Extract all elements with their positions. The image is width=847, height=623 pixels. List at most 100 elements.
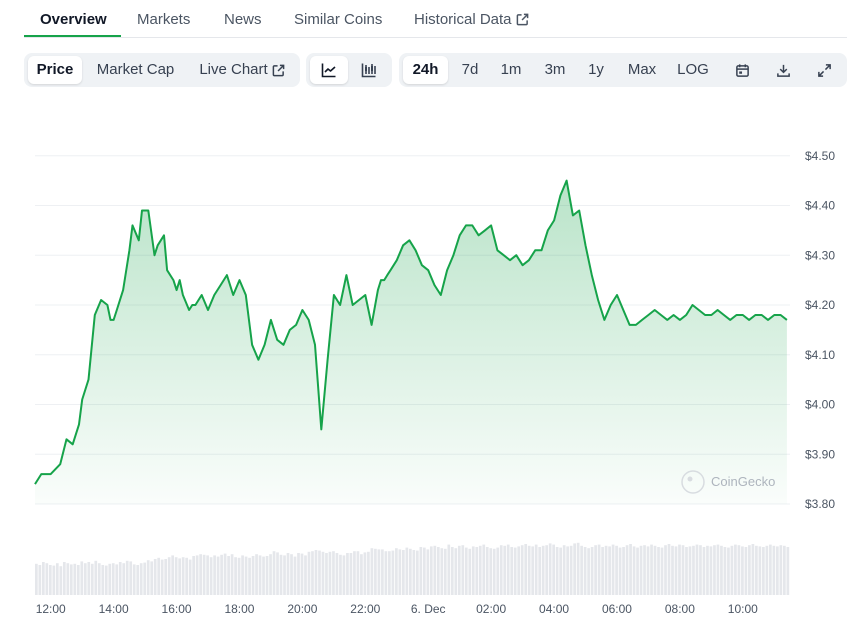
volume-bar — [241, 555, 244, 595]
volume-bar — [674, 546, 678, 595]
volume-bar — [723, 547, 727, 595]
live-chart-button[interactable]: Live Chart — [190, 56, 294, 84]
volume-bar — [87, 562, 91, 595]
volume-bar — [153, 559, 157, 595]
volume-bar — [349, 553, 353, 595]
range-max-button[interactable]: Max — [627, 61, 657, 78]
volume-bar — [377, 549, 381, 595]
volume-bar — [115, 564, 119, 595]
volume-bar — [384, 551, 388, 595]
volume-bar — [720, 545, 723, 595]
volume-bar — [506, 544, 510, 595]
tab-historical-data[interactable]: Historical Data — [414, 11, 529, 28]
volume-bar — [548, 543, 552, 595]
tab-news[interactable]: News — [224, 11, 262, 28]
volume-bar — [111, 563, 115, 595]
volume-bar — [181, 557, 185, 595]
metric-toggle-group: Price Market Cap Live Chart — [24, 53, 300, 87]
volume-bar — [234, 557, 237, 595]
volume-bar — [248, 557, 251, 595]
volume-bar — [374, 548, 377, 595]
volume-bar — [409, 548, 412, 595]
range-1y-button[interactable]: 1y — [588, 61, 604, 78]
volume-bar — [297, 553, 300, 595]
volume-bar — [346, 553, 349, 595]
volume-bar — [353, 551, 356, 595]
volume-bar — [185, 557, 188, 595]
volume-bar — [136, 565, 140, 595]
volume-bar — [667, 544, 671, 595]
x-tick-label: 20:00 — [287, 602, 317, 616]
volume-bar — [615, 545, 618, 595]
volume-bar — [772, 545, 776, 595]
volume-bar — [762, 547, 765, 595]
volume-bar — [769, 544, 772, 595]
market-cap-button[interactable]: Market Cap — [96, 61, 175, 78]
volume-bar — [62, 562, 66, 595]
volume-bar — [367, 551, 370, 595]
volume-bars — [35, 542, 790, 595]
volume-bar — [328, 551, 332, 595]
range-24h-button[interactable]: 24h — [403, 56, 448, 84]
volume-bar — [202, 554, 206, 595]
tab-divider — [24, 37, 847, 38]
volume-bar — [150, 561, 154, 595]
volume-bar — [167, 557, 171, 595]
volume-bar — [671, 545, 674, 595]
volume-bar — [443, 548, 447, 595]
volume-bar — [157, 557, 161, 595]
log-scale-button[interactable]: LOG — [677, 61, 709, 78]
tab-markets[interactable]: Markets — [137, 11, 191, 28]
volume-bar — [59, 566, 63, 595]
volume-bar — [52, 565, 56, 595]
line-chart-button[interactable] — [310, 56, 348, 84]
volume-bar — [35, 563, 38, 595]
volume-bar — [685, 547, 688, 595]
candlestick-chart-button[interactable] — [350, 56, 388, 84]
volume-bar — [597, 544, 601, 595]
range-1m-button[interactable]: 1m — [500, 61, 522, 78]
volume-bar — [706, 545, 709, 595]
volume-bar — [122, 563, 126, 595]
volume-bar — [415, 550, 419, 595]
volume-bar — [276, 552, 279, 595]
candlestick-chart-icon — [361, 63, 376, 78]
volume-bar — [230, 554, 234, 595]
fullscreen-button[interactable] — [807, 56, 841, 84]
volume-bar — [650, 544, 653, 595]
volume-bar — [639, 545, 643, 595]
volume-bar — [758, 546, 762, 595]
calendar-button[interactable] — [725, 56, 759, 84]
volume-bar — [699, 545, 702, 595]
volume-bar — [776, 546, 779, 595]
volume-bar — [587, 548, 590, 595]
tab-overview[interactable]: Overview — [40, 11, 107, 28]
range-3m-button[interactable]: 3m — [544, 61, 566, 78]
volume-bar — [629, 544, 632, 595]
volume-bar — [143, 562, 147, 595]
coingecko-logo-icon — [681, 470, 705, 494]
volume-bar — [118, 562, 122, 595]
volume-bar — [255, 554, 258, 595]
range-7d-button[interactable]: 7d — [461, 61, 479, 78]
download-button[interactable] — [766, 56, 800, 84]
x-tick-label: 22:00 — [350, 602, 380, 616]
volume-bar — [555, 547, 559, 595]
volume-bar — [657, 547, 660, 595]
tab-similar-coins[interactable]: Similar Coins — [294, 11, 383, 28]
coingecko-logo-eye — [687, 476, 693, 482]
volume-bar — [713, 545, 716, 595]
volume-bar — [101, 565, 105, 595]
volume-bar — [90, 563, 94, 595]
volume-bar — [475, 547, 479, 595]
volume-bar — [503, 545, 507, 595]
volume-bar — [171, 555, 175, 595]
volume-bar — [426, 549, 430, 595]
volume-bar — [321, 551, 325, 595]
volume-bar — [436, 547, 440, 595]
volume-bar — [300, 553, 304, 595]
volume-bar — [293, 556, 297, 595]
price-button[interactable]: Price — [28, 56, 82, 84]
tab-bar: Overview Markets News Similar Coins Hist… — [24, 0, 847, 38]
